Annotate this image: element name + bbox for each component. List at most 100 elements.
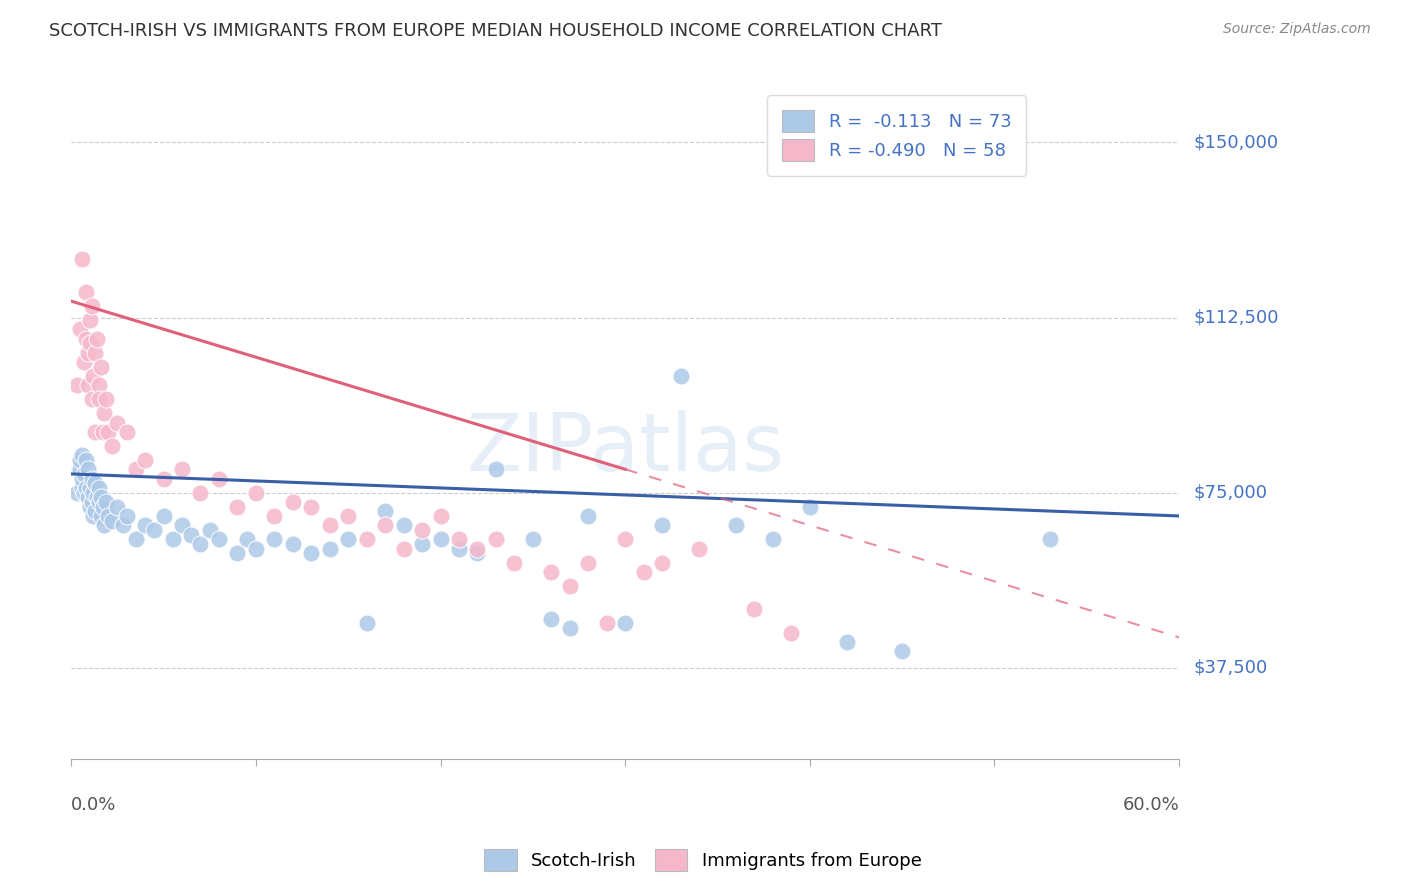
Point bbox=[576, 556, 599, 570]
Point bbox=[101, 439, 124, 453]
Point bbox=[319, 518, 342, 533]
Point bbox=[82, 485, 104, 500]
Point bbox=[72, 252, 94, 267]
Point bbox=[281, 495, 304, 509]
Point bbox=[79, 313, 101, 327]
Text: SCOTCH-IRISH VS IMMIGRANTS FROM EUROPE MEDIAN HOUSEHOLD INCOME CORRELATION CHART: SCOTCH-IRISH VS IMMIGRANTS FROM EUROPE M… bbox=[49, 22, 942, 40]
Text: 60.0%: 60.0% bbox=[1122, 796, 1180, 814]
Point bbox=[84, 345, 107, 359]
Point bbox=[87, 378, 110, 392]
Point bbox=[374, 518, 396, 533]
Point bbox=[111, 518, 134, 533]
Point bbox=[134, 518, 156, 533]
Point bbox=[596, 616, 619, 631]
Point bbox=[467, 541, 489, 556]
Point bbox=[319, 541, 342, 556]
Point bbox=[69, 322, 91, 336]
Point bbox=[485, 462, 508, 476]
Point bbox=[891, 644, 914, 658]
Point bbox=[429, 508, 451, 523]
Point bbox=[69, 453, 91, 467]
Point bbox=[429, 533, 451, 547]
Point bbox=[245, 541, 267, 556]
Point bbox=[744, 602, 766, 616]
Point bbox=[447, 541, 470, 556]
Point bbox=[80, 392, 103, 407]
Point bbox=[79, 500, 101, 514]
Point bbox=[263, 508, 285, 523]
Point bbox=[180, 527, 202, 541]
Point bbox=[76, 490, 98, 504]
Point bbox=[75, 332, 97, 346]
Text: $150,000: $150,000 bbox=[1194, 134, 1278, 152]
Point bbox=[67, 462, 90, 476]
Point bbox=[86, 332, 108, 346]
Point bbox=[93, 518, 115, 533]
Point bbox=[281, 537, 304, 551]
Text: $112,500: $112,500 bbox=[1194, 309, 1278, 326]
Point bbox=[134, 453, 156, 467]
Point bbox=[392, 541, 415, 556]
Point bbox=[66, 485, 89, 500]
Point bbox=[356, 616, 378, 631]
Point bbox=[411, 537, 433, 551]
Point bbox=[79, 336, 101, 351]
Point bbox=[75, 285, 97, 299]
Point bbox=[374, 504, 396, 518]
Point bbox=[190, 485, 212, 500]
Point bbox=[101, 514, 124, 528]
Text: 0.0%: 0.0% bbox=[72, 796, 117, 814]
Point bbox=[540, 565, 562, 579]
Point bbox=[522, 533, 544, 547]
Point bbox=[90, 508, 112, 523]
Point bbox=[170, 518, 193, 533]
Point bbox=[152, 472, 174, 486]
Point bbox=[337, 508, 360, 523]
Point bbox=[633, 565, 655, 579]
Point bbox=[76, 378, 98, 392]
Point bbox=[69, 462, 91, 476]
Point bbox=[299, 500, 322, 514]
Point bbox=[66, 378, 89, 392]
Point bbox=[540, 612, 562, 626]
Point bbox=[263, 533, 285, 547]
Point bbox=[337, 533, 360, 547]
Point bbox=[97, 425, 120, 439]
Point bbox=[80, 495, 103, 509]
Point bbox=[669, 368, 692, 383]
Point bbox=[73, 485, 96, 500]
Point bbox=[558, 579, 581, 593]
Legend: R =  -0.113   N = 73, R = -0.490   N = 58: R = -0.113 N = 73, R = -0.490 N = 58 bbox=[768, 95, 1026, 176]
Point bbox=[75, 481, 97, 495]
Point bbox=[447, 533, 470, 547]
Point bbox=[503, 556, 526, 570]
Point bbox=[208, 472, 231, 486]
Point bbox=[485, 533, 508, 547]
Point bbox=[245, 485, 267, 500]
Point bbox=[226, 546, 249, 560]
Point bbox=[75, 453, 97, 467]
Text: $37,500: $37,500 bbox=[1194, 658, 1267, 677]
Point bbox=[152, 508, 174, 523]
Point bbox=[79, 481, 101, 495]
Point bbox=[762, 533, 785, 547]
Point bbox=[688, 541, 710, 556]
Point bbox=[91, 425, 114, 439]
Point bbox=[107, 416, 129, 430]
Point bbox=[162, 533, 184, 547]
Point bbox=[835, 635, 858, 649]
Text: ZIPatlas: ZIPatlas bbox=[467, 410, 785, 489]
Point bbox=[80, 472, 103, 486]
Point bbox=[87, 392, 110, 407]
Point bbox=[76, 345, 98, 359]
Point bbox=[392, 518, 415, 533]
Point bbox=[125, 533, 148, 547]
Point bbox=[143, 523, 166, 537]
Point bbox=[80, 299, 103, 313]
Text: $75,000: $75,000 bbox=[1194, 483, 1267, 501]
Point bbox=[125, 462, 148, 476]
Point bbox=[190, 537, 212, 551]
Point bbox=[651, 556, 673, 570]
Point bbox=[93, 406, 115, 420]
Point bbox=[799, 500, 821, 514]
